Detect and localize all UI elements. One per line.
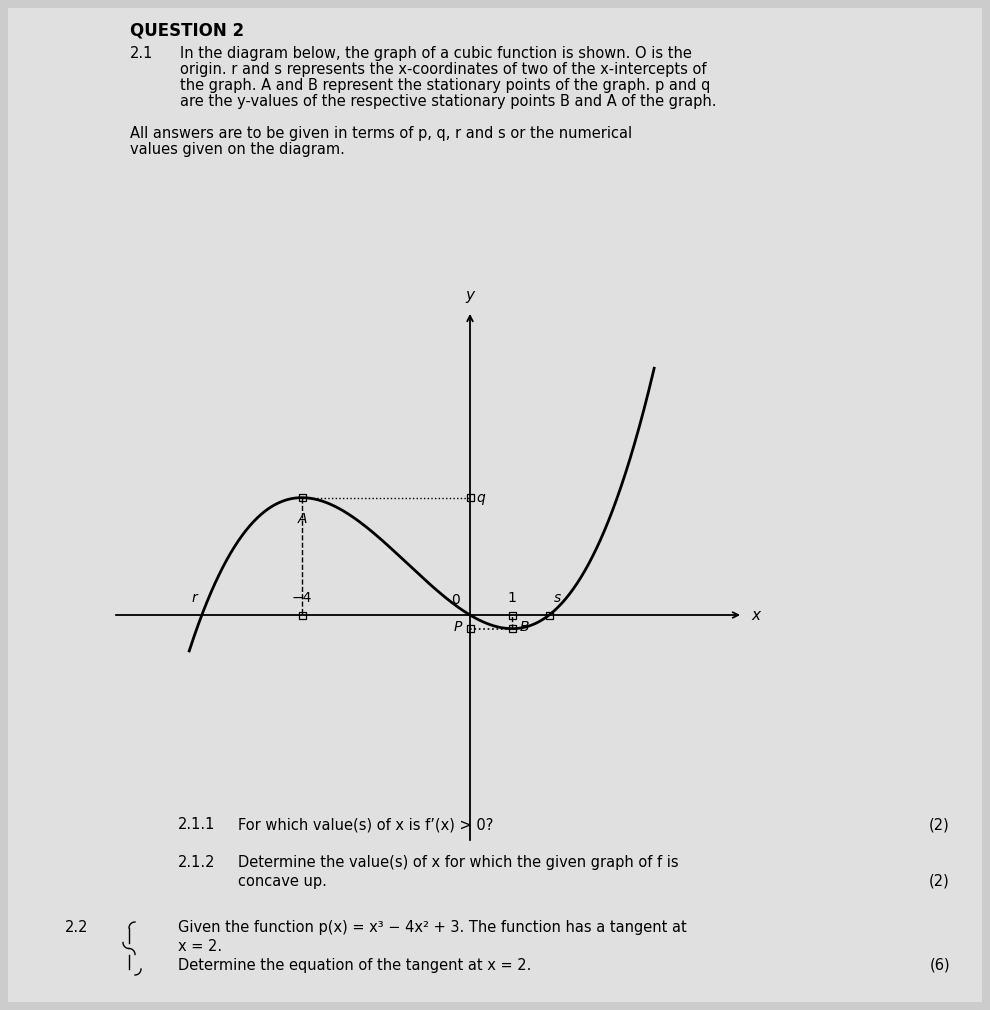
Bar [299,611,306,618]
Text: 0: 0 [451,593,460,607]
Text: (6): (6) [930,958,950,973]
Text: (2): (2) [930,874,950,889]
Text: P: P [454,620,462,633]
Text: x: x [751,607,760,622]
Text: In the diagram below, the graph of a cubic function is shown. O is the: In the diagram below, the graph of a cub… [180,46,692,61]
FancyBboxPatch shape [8,8,982,1002]
Text: 1: 1 [508,591,517,605]
Text: QUESTION 2: QUESTION 2 [130,22,245,40]
Text: s: s [554,591,561,605]
Text: 2.1.2: 2.1.2 [178,855,216,870]
Text: values given on the diagram.: values given on the diagram. [130,142,345,157]
Bar [545,611,552,618]
Text: concave up.: concave up. [238,874,327,889]
Text: A: A [297,512,307,525]
Text: Determine the equation of the tangent at x = 2.: Determine the equation of the tangent at… [178,958,532,973]
Bar [299,494,306,501]
Text: q: q [476,491,485,505]
Text: B: B [520,620,529,633]
Text: −4: −4 [292,591,312,605]
Text: 2.1.1: 2.1.1 [178,817,216,832]
Text: y: y [465,289,474,303]
Text: All answers are to be given in terms of p, q, r and s or the numerical: All answers are to be given in terms of … [130,126,633,141]
Text: 2.1: 2.1 [130,46,153,61]
Text: Given the function p(x) = x³ − 4x² + 3. The function has a tangent at: Given the function p(x) = x³ − 4x² + 3. … [178,920,687,935]
Text: (2): (2) [930,817,950,832]
Text: the graph. A and B represent the stationary points of the graph. p and q: the graph. A and B represent the station… [180,78,711,93]
Text: origin. r and s represents the x-coordinates of two of the x-intercepts of: origin. r and s represents the x-coordin… [180,62,707,77]
Bar [509,611,516,618]
Text: are the y-values of the respective stationary points B and A of the graph.: are the y-values of the respective stati… [180,94,717,109]
Text: r: r [191,591,197,605]
Bar [509,625,516,632]
Text: 2.2: 2.2 [65,920,88,935]
Text: Determine the value(s) of x for which the given graph of f is: Determine the value(s) of x for which th… [238,855,678,870]
Bar [466,625,473,632]
Text: x = 2.: x = 2. [178,939,222,954]
Text: For which value(s) of x is f’(x) > 0?: For which value(s) of x is f’(x) > 0? [238,817,493,832]
Bar [466,494,473,501]
